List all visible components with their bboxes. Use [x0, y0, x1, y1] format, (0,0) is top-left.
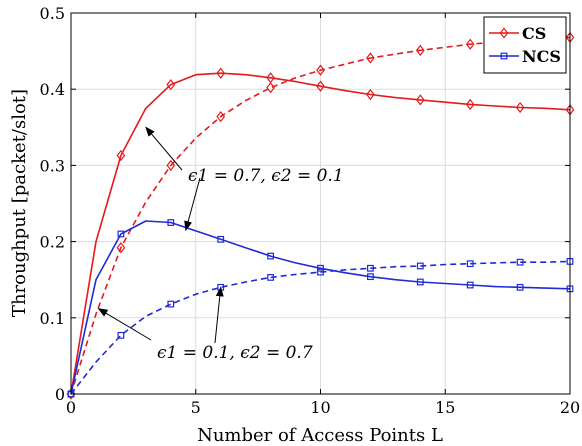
ticks: 0 5 10 15 20 0 0.1 0.2 0.3 0.4 0.5: [40, 4, 581, 417]
square-marker: [367, 264, 374, 272]
diamond-marker: [366, 52, 375, 64]
y-axis-label: Throughput [packet/slot]: [9, 89, 30, 317]
square-marker: [516, 258, 524, 266]
series-line-ncs-solid: [70, 220, 571, 395]
square-marker: [117, 230, 125, 238]
annotation-arrow: [97, 308, 152, 341]
diamond-marker: [116, 242, 126, 254]
x-axis-label: Number of Access Points L: [197, 425, 443, 446]
diamond-marker: [316, 80, 325, 92]
square-marker: [167, 219, 175, 226]
diamond-marker: [415, 44, 425, 57]
square-marker: [217, 235, 225, 243]
annotation-arrow: [184, 177, 201, 232]
annotation-label: ϵ1 = 0.7, ϵ2 = 0.1: [188, 166, 344, 186]
y-tick-label: 0.4: [40, 80, 65, 99]
diamond-marker: [216, 67, 226, 79]
annotations: ϵ1 = 0.7, ϵ2 = 0.1 ϵ1 = 0.1, ϵ2 = 0.7: [97, 126, 344, 363]
square-marker: [367, 273, 374, 281]
square-marker: [317, 264, 324, 272]
square-marker: [516, 283, 524, 291]
diamond-marker: [166, 159, 176, 172]
diamond-marker: [366, 88, 375, 101]
x-tick-label: 5: [191, 398, 201, 417]
diamond-marker: [216, 110, 226, 123]
y-tick-label: 0.1: [40, 309, 65, 328]
diamond-marker: [415, 94, 425, 106]
annotation-arrow: [145, 126, 183, 171]
square-marker: [167, 300, 175, 308]
square-marker: [500, 52, 508, 60]
legend: CS NCS: [483, 16, 567, 74]
x-tick-label: 20: [560, 398, 580, 417]
square-marker: [117, 331, 125, 339]
diamond-marker: [266, 82, 275, 94]
diamond-marker: [515, 101, 525, 114]
square-marker: [267, 274, 274, 281]
x-tick-label: 15: [435, 398, 455, 417]
diamond-marker: [499, 27, 509, 39]
square-marker: [466, 281, 474, 289]
diamond-marker: [166, 78, 176, 91]
diamond-marker: [465, 98, 475, 111]
annotation-label: ϵ1 = 0.1, ϵ2 = 0.7: [157, 343, 313, 363]
y-tick-label: 0.2: [40, 233, 65, 252]
legend-label-ncs: NCS: [522, 47, 561, 66]
square-marker: [416, 278, 424, 286]
diamond-marker: [316, 64, 325, 76]
square-marker: [466, 260, 474, 268]
series-line-cs-solid: [70, 72, 571, 395]
square-marker: [317, 268, 324, 276]
square-marker: [267, 252, 274, 260]
series-line-ncs-dashed: [70, 260, 571, 395]
x-tick-label: 10: [310, 398, 330, 417]
square-marker: [416, 262, 424, 270]
annotation-arrow: [214, 286, 224, 344]
diamond-marker: [465, 38, 475, 50]
y-tick-label: 0: [55, 385, 65, 404]
diamond-marker: [116, 149, 126, 162]
x-tick-label: 0: [66, 398, 76, 417]
legend-label-cs: CS: [522, 24, 546, 43]
y-tick-label: 0.5: [40, 4, 65, 23]
legend-box: [483, 16, 567, 74]
y-tick-label: 0.3: [40, 156, 65, 175]
